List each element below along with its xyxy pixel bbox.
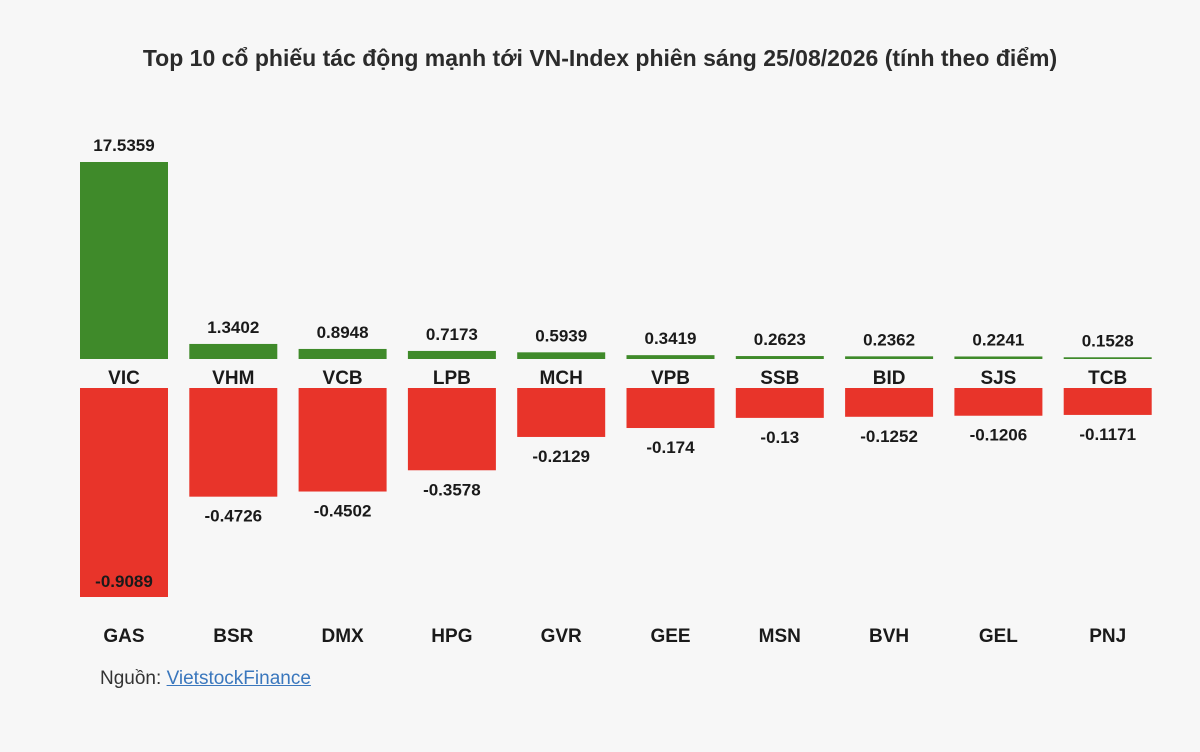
positive-category-label: SJS: [980, 368, 1016, 389]
positive-category-label: MCH: [540, 368, 583, 389]
negative-value-label: -0.4726: [204, 507, 262, 526]
positive-bar: [1063, 357, 1152, 359]
positive-value-label: 17.5359: [93, 136, 154, 155]
negative-bar: [954, 388, 1043, 416]
negative-bar: [626, 388, 715, 429]
positive-value-label: 0.5939: [535, 326, 587, 345]
positive-bar: [189, 343, 278, 359]
negative-bar: [80, 388, 168, 597]
negative-bar: [735, 388, 824, 418]
positive-category-label: TCB: [1088, 368, 1127, 389]
positive-category-label: VPB: [651, 368, 690, 389]
positive-bar: [954, 356, 1043, 359]
negative-category-label: BVH: [869, 626, 909, 647]
positive-value-label: 0.8948: [317, 323, 369, 342]
negative-category-label: GEL: [979, 626, 1018, 647]
negative-bar: [298, 388, 387, 492]
source-label: Nguồn:: [100, 668, 162, 689]
positive-value-label: 0.2623: [754, 330, 806, 349]
chart-title: Top 10 cổ phiếu tác động mạnh tới VN-Ind…: [142, 45, 1058, 71]
negative-category-label: GEE: [650, 626, 690, 647]
positive-value-label: 0.2362: [863, 330, 915, 349]
positive-bar: [845, 356, 934, 359]
positive-value-label: 0.3419: [645, 329, 697, 348]
positive-category-label: LPB: [433, 368, 471, 389]
positive-value-label: 1.3402: [207, 318, 259, 337]
positive-category-label: VHM: [212, 368, 254, 389]
negative-category-label: DMX: [321, 626, 364, 647]
positive-category-label: VCB: [323, 368, 363, 389]
positive-value-label: 0.7173: [426, 325, 478, 344]
positive-bar: [298, 348, 387, 359]
negative-bar: [845, 388, 934, 417]
negative-value-label: -0.1252: [860, 427, 918, 446]
negative-bar: [407, 388, 496, 471]
negative-value-label: -0.13: [760, 428, 799, 447]
negative-bar: [1063, 388, 1152, 415]
positive-bar: [735, 356, 824, 359]
negative-bar: [517, 388, 606, 437]
positive-category-label: SSB: [760, 368, 799, 389]
negative-category-label: HPG: [431, 626, 472, 647]
negative-value-label: -0.4502: [314, 502, 372, 521]
positive-bar: [517, 352, 606, 359]
source-note: Nguồn: VietstockFinance: [100, 668, 311, 690]
negative-value-label: -0.9089: [95, 572, 153, 591]
negative-category-label: BSR: [213, 626, 253, 647]
positive-bar: [80, 162, 168, 359]
negative-value-label: -0.1206: [970, 426, 1028, 445]
positive-bar: [407, 350, 496, 359]
negative-value-label: -0.174: [646, 438, 695, 457]
positive-category-label: VIC: [108, 368, 140, 389]
negative-value-label: -0.3578: [423, 480, 481, 499]
positive-value-label: 0.1528: [1082, 331, 1134, 350]
negative-category-label: MSN: [759, 626, 801, 647]
negative-category-label: GVR: [541, 626, 582, 647]
negative-category-label: PNJ: [1089, 626, 1126, 647]
positive-category-label: BID: [873, 368, 906, 389]
negative-value-label: -0.2129: [532, 447, 590, 466]
positive-value-label: 0.2241: [972, 330, 1024, 349]
source-link[interactable]: VietstockFinance: [166, 668, 311, 689]
negative-value-label: -0.1171: [1079, 425, 1136, 444]
negative-category-label: GAS: [103, 626, 144, 647]
negative-bar: [189, 388, 278, 497]
positive-bar: [626, 355, 715, 359]
